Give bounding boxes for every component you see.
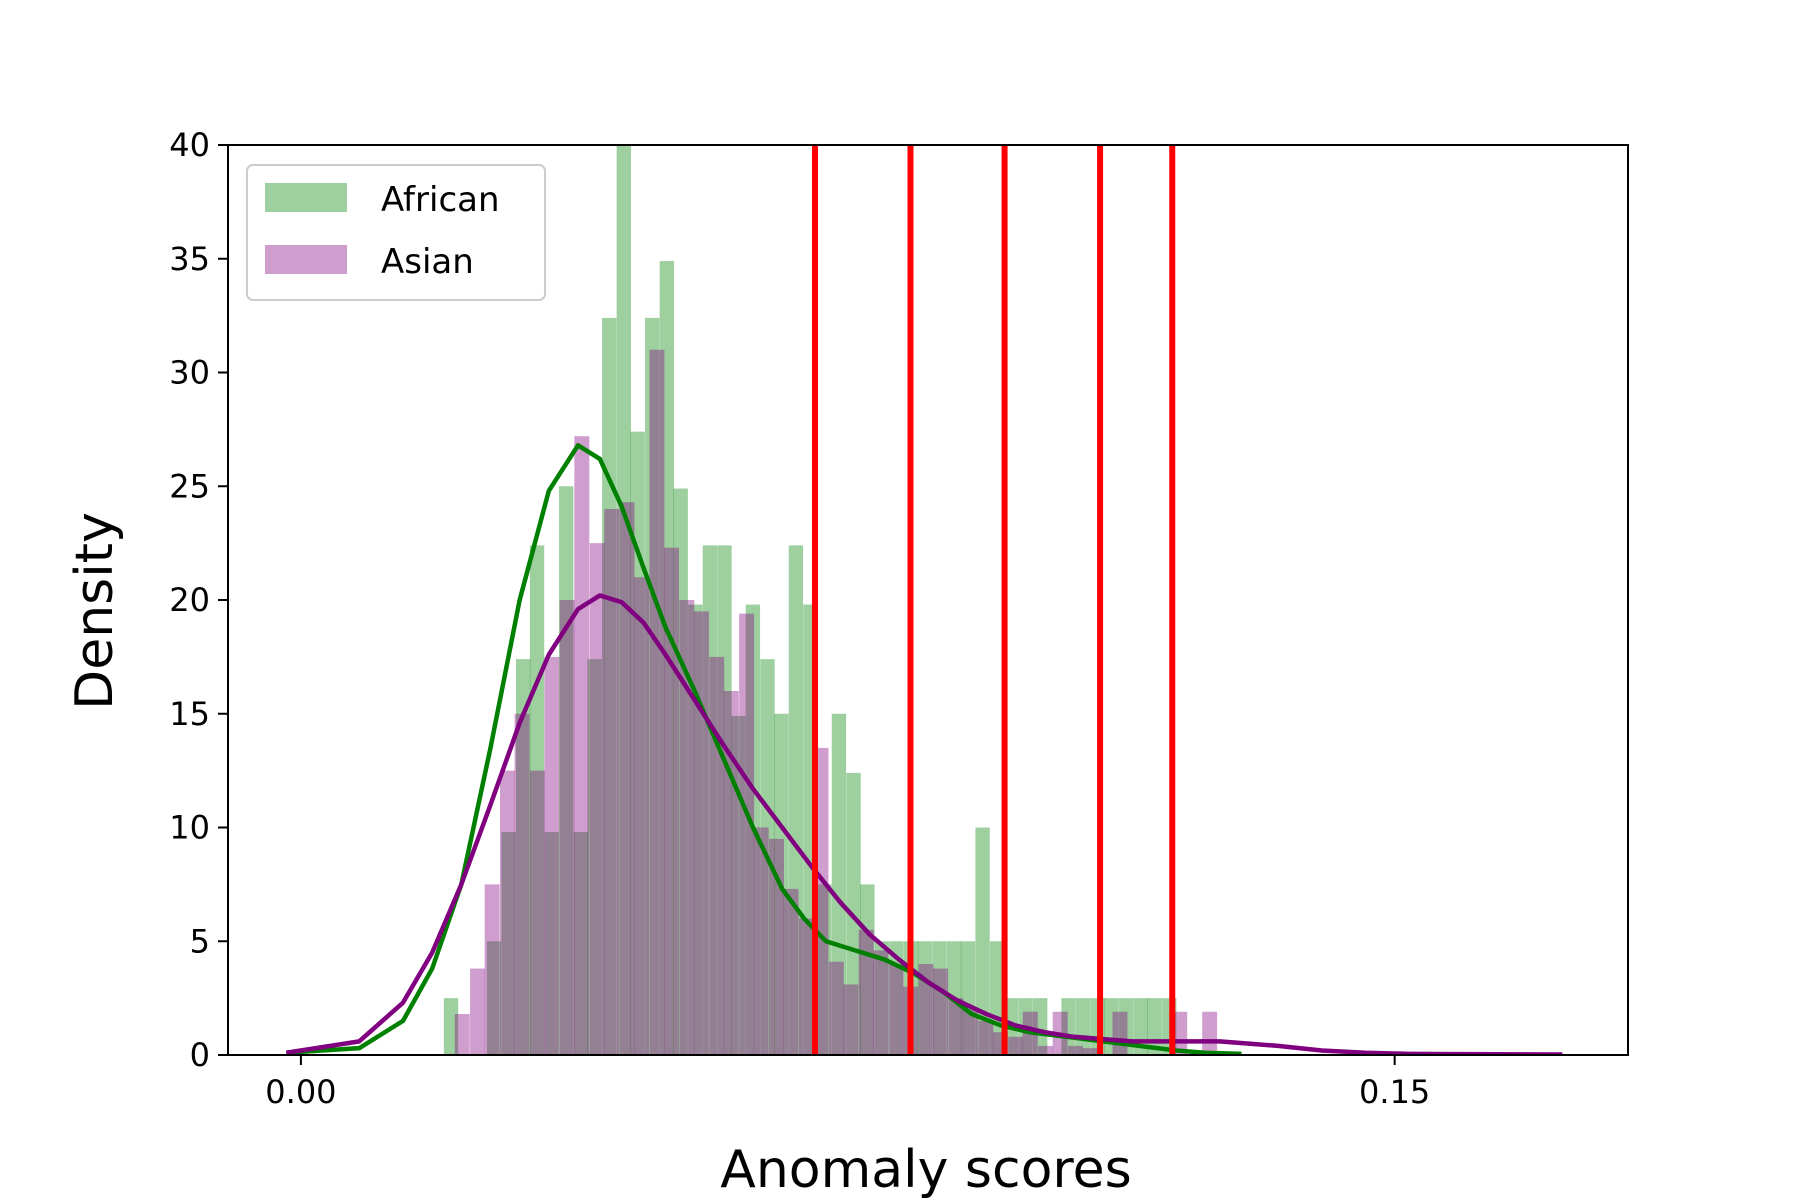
hist-bar-african [960, 941, 976, 1055]
hist-bar-african [788, 545, 804, 1055]
hist-bar-asian [604, 509, 620, 1055]
legend-swatch-asian [265, 245, 347, 274]
hist-bar-asian [963, 1009, 978, 1055]
hist-bar-asian [888, 964, 904, 1055]
hist-bar-african [443, 998, 459, 1055]
plot-content [285, 145, 1563, 1055]
legend-label-asian: Asian [381, 242, 474, 282]
legend: African Asian [246, 164, 546, 301]
y-tick-label: 15 [169, 695, 210, 733]
hist-bar-asian [1068, 1045, 1083, 1055]
y-tick-label: 40 [169, 126, 210, 164]
hist-bar-asian [709, 656, 725, 1055]
hist-bar-asian [828, 961, 844, 1055]
hist-bar-asian [679, 600, 695, 1055]
x-tick-label: 0.15 [1359, 1073, 1430, 1111]
hist-bar-asian [559, 600, 575, 1055]
hist-bar-asian [544, 656, 560, 1055]
hist-bar-asian [978, 1020, 994, 1055]
y-tick-label: 10 [169, 809, 210, 847]
hist-bar-african [975, 827, 990, 1055]
legend-frame [246, 164, 546, 301]
hist-bar-african [645, 317, 660, 1055]
hist-bar-asian [843, 984, 859, 1055]
hist-bar-african [688, 604, 703, 1055]
hist-bar-asian [933, 968, 949, 1055]
hist-bar-african [602, 317, 617, 1055]
hist-bar-asian [1082, 1048, 1098, 1055]
hist-bar-asian [1008, 1036, 1024, 1055]
hist-bar-asian [634, 577, 650, 1055]
hist-bar-asian [499, 770, 515, 1055]
hist-bar-african [516, 659, 531, 1055]
y-tick-label: 30 [169, 354, 210, 392]
axes: 0.00 0.15 0 5 10 15 20 25 30 35 40 [169, 126, 1629, 1111]
hist-bar-african [874, 941, 890, 1055]
hist-bar-asian [693, 611, 709, 1055]
hist-bar-asian [769, 838, 784, 1055]
hist-bar-asian [858, 929, 874, 1055]
hist-bar-asian [873, 950, 889, 1055]
hist-bar-asian [753, 827, 769, 1055]
hist-bar-asian [574, 436, 590, 1055]
hist-bar-asian [529, 770, 545, 1055]
hist-bar-african [587, 659, 602, 1055]
hist-bar-african [1061, 998, 1076, 1055]
hist-bar-african [501, 832, 516, 1055]
hist-bar-african [831, 713, 847, 1055]
plot-area [285, 145, 1563, 1055]
hist-bar-asian [948, 998, 964, 1055]
hist-bar-african [932, 941, 947, 1055]
hist-bar-african [673, 488, 688, 1055]
hist-bar-african [486, 941, 502, 1055]
y-axis-title: Density [65, 512, 125, 710]
hist-bar-asian [470, 968, 486, 1055]
hist-bar-asian [589, 543, 605, 1055]
hist-bar-asian [1112, 1011, 1128, 1055]
hist-bar-asian [918, 964, 934, 1055]
y-tick-label: 0 [190, 1036, 210, 1074]
hist-bar-african [544, 832, 559, 1055]
x-tick-label: 0.00 [265, 1073, 336, 1111]
hist-bar-asian [454, 1014, 470, 1055]
hist-bar-african [573, 832, 588, 1055]
hist-bar-african [1033, 998, 1048, 1055]
legend-swatch-african [265, 183, 347, 212]
legend-label-african: African [381, 180, 500, 220]
hist-bar-asian [798, 918, 814, 1055]
hist-bar-asian [619, 502, 635, 1055]
hist-bar-african [817, 884, 832, 1055]
hist-bar-african [889, 941, 904, 1055]
hist-bar-asian [1172, 1011, 1188, 1055]
hist-bar-african [917, 941, 933, 1055]
hist-bar-asian [783, 888, 799, 1055]
hist-bar-asian [649, 349, 665, 1055]
hist-bar-asian [514, 713, 530, 1055]
hist-bar-african [630, 431, 645, 1055]
hist-bar-asian [739, 613, 755, 1055]
hist-bar-asian [1202, 1011, 1218, 1055]
hist-bar-asian [1038, 1045, 1054, 1055]
kde-curve-asian [285, 593, 1563, 1055]
hist-bar-asian [664, 547, 679, 1055]
y-tick-label: 25 [169, 467, 210, 505]
hist-bar-african [717, 545, 732, 1055]
hist-bar-african [616, 145, 632, 1055]
y-tick-label: 35 [169, 240, 210, 278]
hist-bar-asian [484, 884, 500, 1055]
y-tick-label: 5 [190, 922, 210, 960]
x-axis-title: Anomaly scores [720, 1140, 1131, 1200]
hist-bar-african [702, 545, 718, 1055]
hist-bar-african [559, 486, 574, 1055]
y-tick-label: 20 [169, 581, 210, 619]
